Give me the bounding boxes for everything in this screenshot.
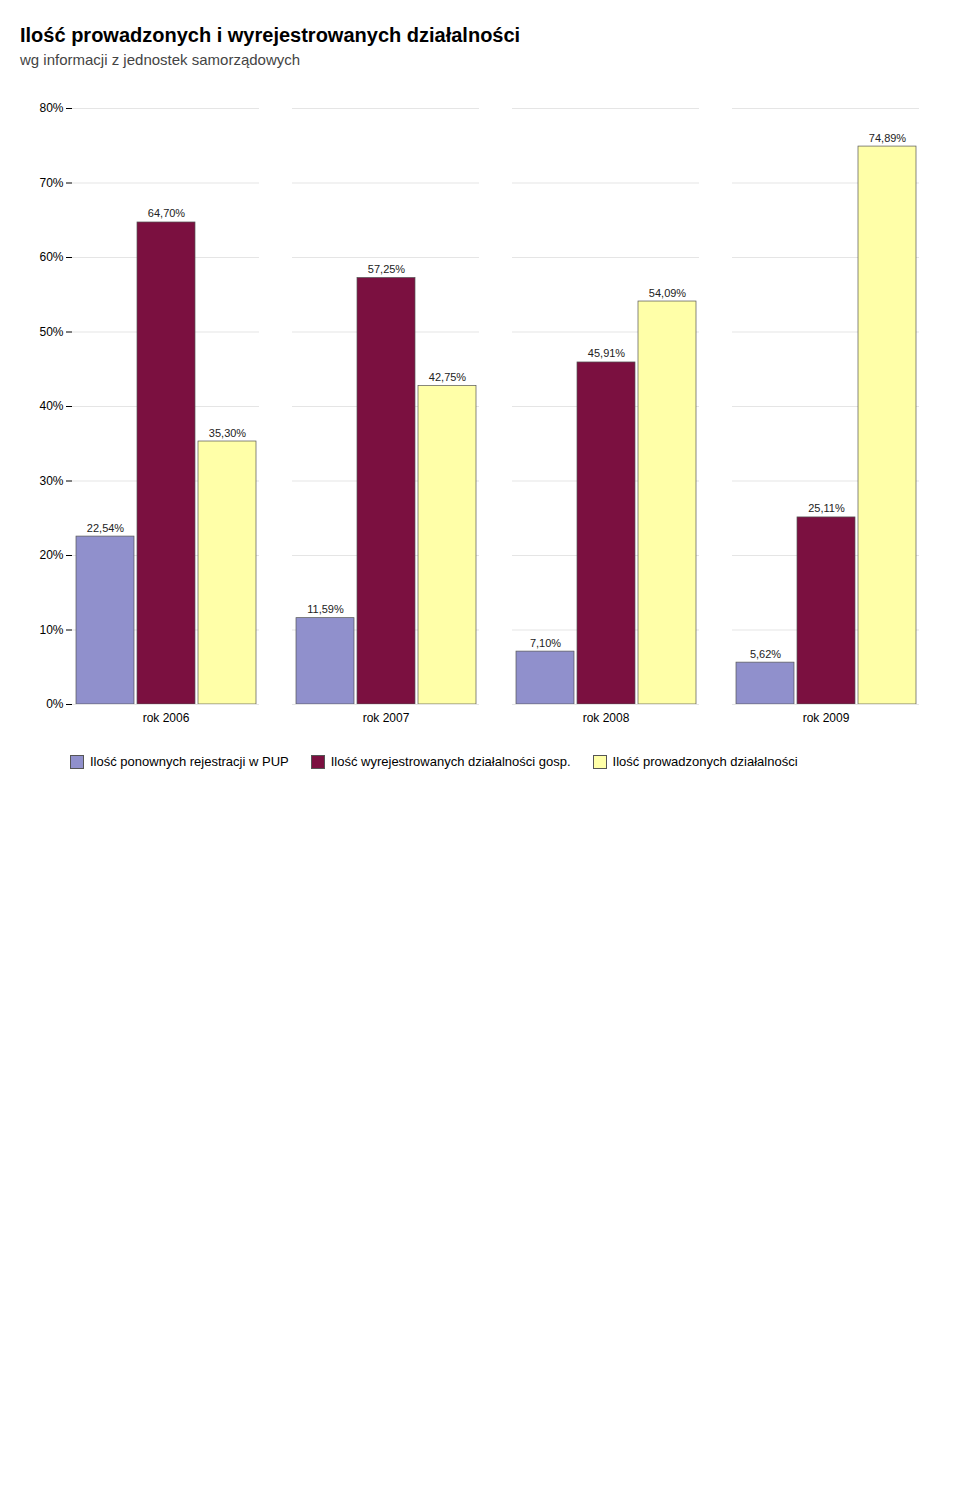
html-text:Ilość prowadzonych i wyrejestr: Ilość prowadzonych i wyrejestrowanych dz… [20, 24, 521, 46]
html-text:Ilość wyrejestrowanych działal: Ilość wyrejestrowanych działalności gosp… [330, 754, 571, 769]
svg-text:25,11%: 25,11% [808, 502, 845, 514]
svg-text:7,10%: 7,10% [530, 637, 561, 649]
html-text:Ilość ponownych rejestracji w: Ilość ponownych rejestracji w PUP [90, 754, 289, 769]
svg-text:20%: 20% [39, 548, 63, 562]
svg-text:40%: 40% [39, 399, 63, 413]
svg-text:10%: 10% [39, 623, 63, 637]
svg-text:rok 2007: rok 2007 [363, 711, 410, 725]
svg-text:50%: 50% [39, 325, 63, 339]
html-text:wg informacji z jednostek samo: wg informacji z jednostek samorządowych [20, 51, 301, 68]
svg-text:11,59%: 11,59% [307, 603, 344, 615]
svg-text:74,89%: 74,89% [869, 132, 907, 144]
html-text:Ilość prowadzonych działalnośc: Ilość prowadzonych działalności [612, 754, 798, 769]
svg-text:35,30%: 35,30% [209, 427, 247, 439]
svg-text:22,54%: 22,54% [87, 522, 125, 534]
svg-text:rok 2006: rok 2006 [143, 711, 190, 725]
svg-text:30%: 30% [39, 474, 63, 488]
svg-text:42,75%: 42,75% [429, 371, 467, 383]
svg-text:5,62%: 5,62% [750, 648, 781, 660]
svg-text:70%: 70% [39, 176, 63, 190]
svg-text:64,70%: 64,70% [148, 207, 186, 219]
svg-text:0%: 0% [46, 697, 64, 711]
svg-text:45,91%: 45,91% [588, 347, 626, 359]
svg-text:57,25%: 57,25% [368, 263, 406, 275]
svg-text:54,09%: 54,09% [649, 287, 687, 299]
svg-text:60%: 60% [39, 250, 63, 264]
svg-text:rok 2009: rok 2009 [803, 711, 850, 725]
svg-text:80%: 80% [39, 101, 63, 115]
svg-text:rok 2008: rok 2008 [583, 711, 630, 725]
